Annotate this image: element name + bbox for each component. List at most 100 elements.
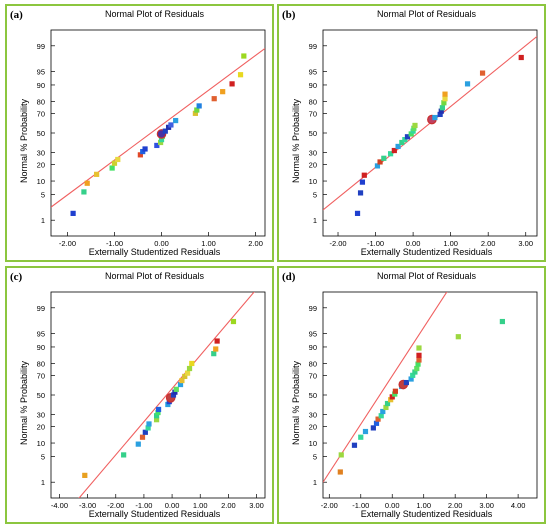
data-point (408, 131, 414, 137)
x-tick-label: 2.00 (221, 501, 236, 510)
data-point (157, 139, 164, 146)
data-point (438, 108, 444, 114)
y-tick-label: 50 (37, 391, 45, 400)
x-tick-label: 2.00 (448, 501, 463, 510)
y-tick-label: 50 (37, 129, 45, 138)
y-tick-label: 1 (313, 216, 317, 225)
y-tick-label: 10 (37, 177, 45, 186)
fit-line (78, 292, 255, 498)
x-tick-label: 0.00 (385, 501, 400, 510)
data-point (153, 417, 160, 423)
data-point (377, 159, 383, 165)
data-point (137, 152, 143, 158)
data-point (121, 452, 127, 458)
data-point (192, 110, 198, 116)
y-axis-label: Normal % Probability (19, 360, 29, 446)
panel-c: 1 5 10 20 30 50 70 80 90 95 99 -4.00 -3.00 -2.00 -1.00… (5, 266, 274, 524)
y-tick-label: 1 (41, 478, 45, 487)
y-tick-label: 20 (37, 423, 45, 432)
data-point (81, 189, 87, 195)
y-tick-label: 30 (309, 411, 317, 420)
x-tick-label: -2.00 (329, 239, 346, 248)
data-point (389, 394, 395, 400)
data-point (173, 117, 179, 124)
data-point (168, 122, 174, 128)
data-point (378, 413, 384, 419)
y-tick-label: 20 (309, 423, 317, 432)
data-point (479, 70, 486, 76)
data-point (354, 210, 361, 216)
data-point (182, 373, 188, 380)
x-tick-label: 0.00 (406, 239, 421, 248)
data-point (155, 406, 162, 413)
data-point (338, 452, 344, 458)
data-point (518, 54, 524, 61)
data-point (455, 334, 461, 340)
x-tick-label: -2.00 (59, 239, 76, 248)
x-axis-label: Externally Studentized Residuals (88, 247, 221, 257)
y-tick-label: 5 (41, 453, 45, 462)
data-point (408, 376, 414, 382)
x-tick-label: 2.00 (481, 239, 496, 248)
data-point (388, 397, 394, 403)
data-point (439, 105, 445, 111)
data-point (194, 107, 200, 113)
plot-d: 1 5 10 20 30 50 70 80 90 95 99 -2.00 -1.00 0.00 1.00 2.… (309, 291, 538, 510)
data-point (416, 345, 422, 351)
data-point (155, 409, 161, 416)
data-point (412, 122, 418, 129)
y-tick-label: 99 (37, 42, 45, 51)
data-point (82, 472, 88, 478)
y-tick-label: 90 (309, 343, 317, 352)
data-point (237, 72, 244, 78)
data-point (111, 160, 118, 166)
data-point (392, 391, 398, 397)
plot-b: 1 5 10 20 30 50 70 80 90 95 99 -2.00 -1.00 0.00 1.00 2.… (309, 29, 538, 248)
y-tick-label: 1 (313, 478, 317, 487)
y-axis-label: Normal % Probability (291, 360, 301, 446)
x-tick-label: 3.00 (479, 501, 494, 510)
x-tick-label: -1.00 (352, 501, 369, 510)
data-point (432, 114, 438, 121)
y-tick-label: 20 (37, 161, 45, 170)
y-tick-label: 90 (37, 343, 45, 352)
data-point (337, 469, 343, 475)
data-point (220, 89, 226, 95)
data-point (184, 370, 191, 376)
x-tick-label: 0.00 (154, 239, 169, 248)
y-tick-label: 95 (309, 67, 317, 76)
data-point (115, 156, 121, 163)
data-point (140, 148, 146, 155)
y-tick-label: 50 (309, 391, 317, 400)
data-point (186, 365, 193, 372)
y-tick-label: 30 (309, 149, 317, 158)
y-tick-label: 5 (313, 191, 317, 200)
data-point (213, 346, 219, 352)
data-point (362, 428, 369, 435)
data-point (189, 360, 195, 367)
data-point (146, 421, 152, 427)
data-point (357, 190, 364, 196)
data-point (387, 151, 394, 157)
data-point (162, 128, 168, 134)
data-point (442, 91, 448, 97)
y-tick-label: 5 (313, 453, 317, 462)
data-point (392, 388, 398, 394)
data-point (135, 441, 141, 447)
data-point (158, 137, 165, 143)
x-tick-label: -3.00 (79, 501, 96, 510)
y-tick-label: 99 (309, 304, 317, 313)
data-point (410, 372, 416, 378)
plot-a: 1 5 10 20 30 50 70 80 90 95 99 -2.00 -1.00 0.00 1.00 2.… (37, 29, 266, 248)
data-point (142, 429, 148, 435)
y-axis-label: Normal % Probability (19, 98, 29, 184)
y-tick-label: 80 (37, 97, 45, 106)
x-axis-label: Externally Studentized Residuals (88, 509, 221, 519)
data-point (399, 139, 405, 146)
x-tick-label: 4.00 (511, 501, 526, 510)
data-point (415, 361, 421, 367)
x-tick-label: -4.00 (51, 501, 68, 510)
data-point (375, 416, 381, 422)
data-point (359, 179, 366, 185)
data-point (464, 81, 471, 87)
